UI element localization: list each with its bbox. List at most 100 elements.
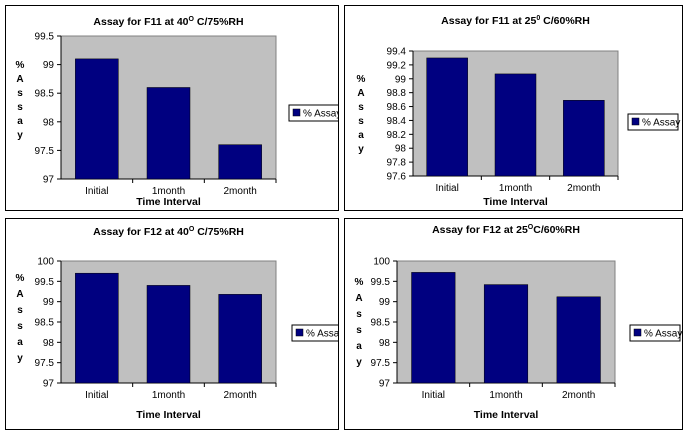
x-tick-label: 2month — [562, 390, 595, 401]
legend-swatch — [633, 328, 642, 337]
y-tick-label: 98.6 — [387, 102, 407, 113]
bar — [75, 272, 119, 384]
y-tick-label: 99 — [43, 297, 55, 308]
x-tick-label: 2month — [223, 390, 256, 401]
y-tick-label: 98.2 — [387, 130, 407, 141]
bar — [146, 87, 191, 180]
y-tick-label: 97.6 — [387, 172, 407, 183]
chart-title: Assay for F11 at 250 C/60%RH — [441, 15, 590, 27]
legend: % Assay — [629, 324, 682, 342]
y-tick-label: 98 — [43, 117, 55, 128]
x-axis-label: Time Interval — [136, 409, 201, 421]
x-axis-label: Time Interval — [136, 196, 201, 208]
y-axis-label-letter: A — [16, 74, 23, 85]
x-tick-label: Initial — [85, 390, 108, 401]
y-axis-label-letter: % — [357, 74, 366, 85]
y-axis-label-letter: a — [356, 341, 362, 352]
y-tick-label: 99 — [395, 74, 407, 85]
y-axis-label-letter: A — [355, 293, 362, 304]
chart-panel-f12-25c: Assay for F12 at 25OC/60%RH 97 97.5 98 98.5 9… — [344, 218, 683, 430]
y-axis-label-letter: s — [358, 116, 364, 127]
y-tick-label: 97.5 — [35, 358, 55, 369]
y-axis-label: %Assay — [355, 277, 364, 368]
y-axis-label: %Assay — [16, 273, 25, 364]
legend-swatch — [292, 108, 301, 117]
y-tick-label: 98.8 — [387, 88, 407, 99]
y-axis-label-letter: s — [17, 321, 23, 332]
bar — [75, 58, 119, 180]
x-axis-label: Time Interval — [474, 409, 539, 421]
bar-chart: Assay for F12 at 25OC/60%RH 97 97.5 98 98.5 9… — [355, 224, 682, 421]
y-axis-label-letter: s — [17, 305, 23, 316]
y-tick-label: 99.4 — [387, 47, 407, 58]
y-tick-label: 99.2 — [387, 60, 407, 71]
chart-title-superscript: O — [528, 224, 534, 231]
legend: % Assay — [288, 104, 338, 122]
y-axis-label-letter: % — [355, 277, 364, 288]
y-axis-label-letter: y — [356, 357, 362, 368]
y-axis-label-letter: A — [16, 289, 23, 300]
y-tick-label: 99 — [379, 297, 391, 308]
y-tick-label: 99 — [43, 60, 55, 71]
y-axis-label-letter: y — [358, 144, 364, 155]
x-tick-label: 1month — [152, 390, 185, 401]
x-tick-label: 1month — [152, 186, 185, 197]
y-tick-label: 97 — [379, 379, 391, 390]
y-tick-label: 98.5 — [35, 89, 55, 100]
y-tick-label: 98.4 — [387, 116, 407, 127]
x-tick-label: 2month — [567, 183, 600, 194]
x-tick-label: Initial — [435, 183, 458, 194]
x-tick-label: 1month — [489, 390, 522, 401]
chart-panel-f11-40c: Assay for F11 at 40O C/75%RH 97 97.5 98 98.5… — [5, 5, 339, 211]
chart-title-prefix: Assay for F12 at 25 — [432, 224, 528, 236]
legend: % Assay — [627, 113, 680, 131]
legend-box — [629, 324, 681, 342]
legend-label: % Assay — [644, 329, 682, 340]
bar — [494, 73, 537, 177]
y-tick-label: 97.8 — [387, 158, 407, 169]
y-axis-label-letter: s — [358, 102, 364, 113]
y-axis-label-letter: a — [17, 337, 23, 348]
y-axis-label-letter: a — [17, 116, 23, 127]
bar-chart: Assay for F11 at 40O C/75%RH 97 97.5 98 98.5… — [16, 16, 338, 208]
y-axis-label-letter: y — [17, 130, 23, 141]
bar-chart: Assay for F12 at 40O C/75%RH 97 97.5 98 98.5… — [16, 226, 338, 421]
chart-title-superscript: O — [189, 226, 195, 233]
x-tick-label: Initial — [85, 186, 108, 197]
bar — [556, 296, 601, 384]
y-tick-label: 98 — [379, 338, 391, 349]
y-tick-label: 98.5 — [371, 318, 391, 329]
legend-swatch — [295, 328, 304, 337]
chart-title-superscript: 0 — [536, 15, 540, 22]
legend: % Assay — [291, 324, 338, 342]
legend-box — [627, 113, 679, 131]
legend-label: % Assay — [642, 118, 680, 129]
chart-title-suffix: C/75%RH — [194, 16, 244, 28]
bar — [218, 294, 262, 384]
chart-panel-f12-40c: Assay for F12 at 40O C/75%RH 97 97.5 98 98.5… — [5, 218, 339, 430]
y-axis-label: %Assay — [357, 74, 366, 155]
bar-chart: Assay for F11 at 250 C/60%RH 97.6 97.8 98 98… — [357, 15, 681, 208]
y-axis-label-letter: A — [357, 88, 364, 99]
y-tick-label: 99.5 — [371, 277, 391, 288]
y-tick-label: 100 — [373, 257, 390, 268]
bar — [411, 272, 456, 384]
y-axis-label-letter: % — [16, 273, 25, 284]
chart-title-suffix: C/60%RH — [540, 15, 590, 27]
chart-title: Assay for F12 at 25OC/60%RH — [432, 224, 580, 236]
y-tick-label: 99.5 — [35, 32, 55, 43]
bar — [483, 284, 529, 384]
chart-title: Assay for F11 at 40O C/75%RH — [93, 16, 243, 28]
y-axis-label-letter: s — [356, 325, 362, 336]
bar — [563, 100, 605, 177]
legend-swatch — [631, 117, 640, 126]
chart-title-prefix: Assay for F11 at 25 — [441, 15, 536, 27]
x-tick-label: 2month — [223, 186, 256, 197]
chart-title-suffix: C/60%RH — [533, 224, 580, 236]
y-tick-label: 98.5 — [35, 318, 55, 329]
chart-title: Assay for F12 at 40O C/75%RH — [93, 226, 244, 238]
y-tick-label: 97 — [43, 175, 55, 186]
x-axis-label: Time Interval — [483, 196, 548, 208]
legend-box — [288, 104, 338, 122]
y-axis-label-letter: % — [16, 60, 25, 71]
